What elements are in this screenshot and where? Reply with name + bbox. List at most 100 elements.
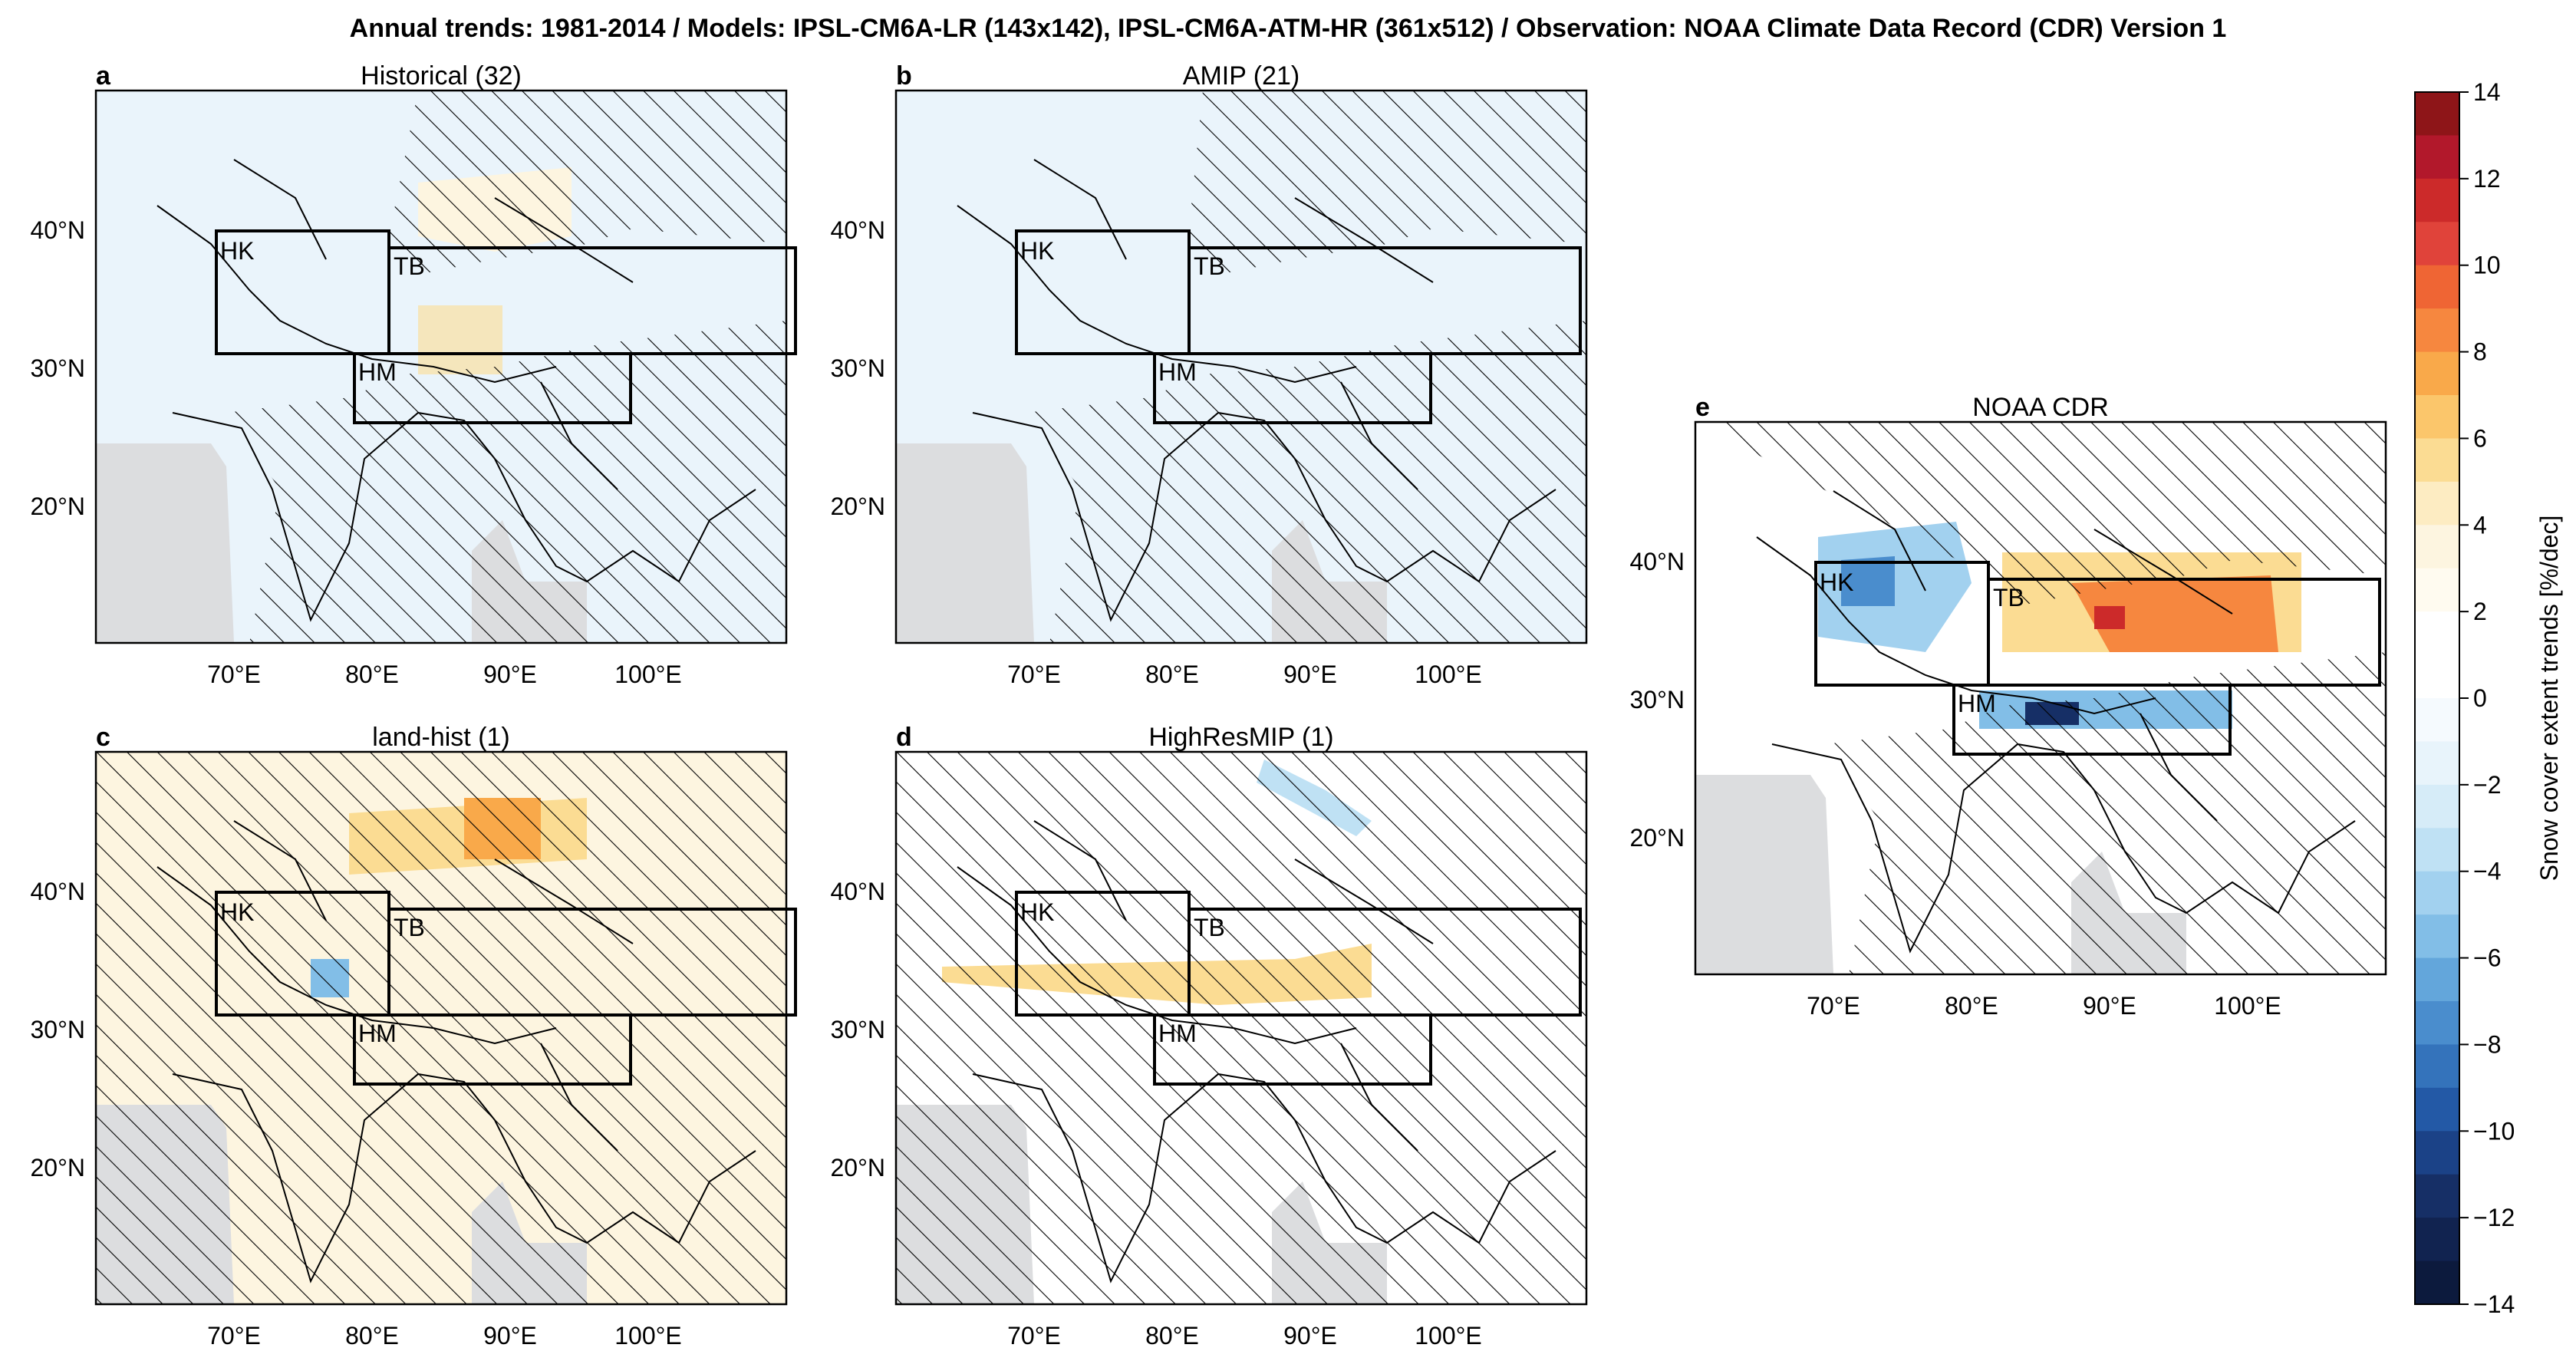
colorbar-swatch: [2415, 914, 2459, 959]
colorbar-swatch: [2415, 1218, 2459, 1262]
panel-b: HK TB HM b AMIP (21) 40°N 30°N 20°N 70°E…: [831, 61, 1588, 688]
panel-e-lat-20: 20°N: [1630, 824, 1685, 852]
colorbar-tick-label: 0: [2473, 684, 2487, 712]
panel-c-lon-90: 90°E: [483, 1322, 537, 1349]
panel-e-lon-100: 100°E: [2214, 992, 2281, 1020]
colorbar: 14 12 10 8 6 4 2 0 −2 −4 −6 −8 −10 −12 −14 Snow cover …: [2414, 78, 2563, 1318]
panel-c-region-hm: [353, 1013, 632, 1086]
panel-b-lat-20: 20°N: [831, 493, 886, 520]
colorbar-swatch: [2415, 1087, 2459, 1132]
colorbar-tick-label: −10: [2473, 1117, 2515, 1145]
panel-b-lat-40: 40°N: [831, 216, 886, 244]
colorbar-swatch: [2415, 784, 2459, 829]
panel-a-borders: [156, 159, 634, 490]
panel-c-frame: [94, 750, 788, 1306]
colorbar-swatch: [2415, 568, 2459, 612]
panel-b-lat-30: 30°N: [831, 354, 886, 382]
panel-c: HK TB HM c land-hist (1) 40°N 30°N 20°N …: [31, 723, 797, 1349]
panel-a-region-hm: [353, 352, 632, 424]
colorbar-swatch: [2415, 525, 2459, 569]
panel-d-coastline: [972, 1073, 1556, 1284]
colorbar-tick-label: −2: [2473, 771, 2501, 799]
panel-a-frame: [94, 89, 788, 644]
colorbar-swatch: [2415, 481, 2459, 526]
panel-d-lat-30: 30°N: [831, 1016, 886, 1043]
colorbar-tick-label: 12: [2473, 165, 2501, 193]
panel-c-title: land-hist (1): [372, 723, 510, 752]
panel-a-lon-100: 100°E: [614, 661, 682, 688]
colorbar-swatch: [2415, 222, 2459, 266]
colorbar-tick-label: 8: [2473, 338, 2487, 366]
panel-c-lat-40: 40°N: [31, 878, 86, 905]
panel-e-ocean-west: [1695, 775, 1833, 974]
panel-c-hatching: [96, 752, 786, 1304]
panel-a-label-tb: TB: [394, 252, 425, 280]
panel-e-lon-70: 70°E: [1807, 992, 1860, 1020]
panel-c-letter: c: [96, 723, 110, 752]
colorbar-swatch: [2415, 698, 2459, 742]
panel-e-label-tb: TB: [1993, 584, 2024, 611]
panel-e-title: NOAA CDR: [1972, 393, 2109, 422]
colorbar-swatch: [2415, 611, 2459, 656]
panel-e-label-hm: HM: [1958, 690, 1996, 717]
panel-e-label-hk: HK: [1820, 568, 1853, 596]
panel-d-label-tb: TB: [1194, 914, 1225, 941]
panel-c-label-hk: HK: [220, 898, 254, 926]
panel-d-label-hk: HK: [1020, 898, 1054, 926]
panel-d-lon-100: 100°E: [1415, 1322, 1482, 1349]
panel-d-frame: [894, 750, 1588, 1306]
panel-b-label-tb: TB: [1194, 252, 1225, 280]
panel-e-letter: e: [1695, 393, 1710, 422]
panel-e-lon-80: 80°E: [1945, 992, 1998, 1020]
panel-a-lat-30: 30°N: [31, 354, 86, 382]
panel-c-lon-100: 100°E: [614, 1322, 682, 1349]
panel-a-hatching: [226, 91, 786, 643]
panel-d-lat-20: 20°N: [831, 1154, 886, 1181]
colorbar-tick-label: 6: [2473, 424, 2487, 452]
colorbar-swatch: [2415, 135, 2459, 180]
panel-e-lat-40: 40°N: [1630, 548, 1685, 575]
panel-a-lon-70: 70°E: [207, 661, 261, 688]
colorbar-tick-label: −12: [2473, 1204, 2515, 1231]
panel-b-label-hm: HM: [1158, 358, 1197, 386]
colorbar-swatch: [2415, 92, 2459, 136]
panel-e-coastline: [1771, 743, 2356, 954]
panel-a-lat-40: 40°N: [31, 216, 86, 244]
panel-b-letter: b: [896, 61, 912, 91]
panel-b-label-hk: HK: [1020, 237, 1054, 265]
panel-e-region-hm: [1952, 684, 2232, 756]
panel-d-lat-40: 40°N: [831, 878, 886, 905]
colorbar-swatch: [2415, 1131, 2459, 1175]
panel-a-label-hk: HK: [220, 237, 254, 265]
panel-c-lat-20: 20°N: [31, 1154, 86, 1181]
panel-a-lat-20: 20°N: [31, 493, 86, 520]
panel-d-hatching: [896, 752, 1586, 1304]
colorbar-swatch: [2415, 741, 2459, 786]
panel-d-region-hm: [1153, 1013, 1432, 1086]
colorbar-swatch: [2415, 1001, 2459, 1045]
colorbar-label: Snow cover extent trends [%/dec]: [2535, 516, 2563, 882]
panel-b-borders: [957, 159, 1434, 490]
panel-a-label-hm: HM: [358, 358, 397, 386]
panel-c-coastline: [172, 1073, 756, 1284]
panel-e-lat-30: 30°N: [1630, 686, 1685, 713]
panel-e-orange-tb: [2071, 575, 2278, 652]
panel-d-title: HighResMIP (1): [1148, 723, 1333, 752]
panel-b-lon-70: 70°E: [1007, 661, 1061, 688]
colorbar-swatch: [2415, 1044, 2459, 1089]
panel-a-warm-patch-2: [418, 305, 502, 374]
panel-b-frame: [894, 89, 1588, 644]
panel-d-lon-70: 70°E: [1007, 1322, 1061, 1349]
panel-b-lon-100: 100°E: [1415, 661, 1482, 688]
panel-c-lon-70: 70°E: [207, 1322, 261, 1349]
colorbar-tick-label: −4: [2473, 858, 2501, 885]
colorbar-swatch: [2415, 438, 2459, 483]
panel-a-title: Historical (32): [361, 61, 522, 91]
panel-a-lon-90: 90°E: [483, 661, 537, 688]
panel-a-letter: a: [96, 61, 111, 91]
panel-c-label-hm: HM: [358, 1020, 397, 1047]
panel-e-borders: [1756, 490, 2233, 822]
colorbar-swatch: [2415, 178, 2459, 222]
panel-b-lon-90: 90°E: [1283, 661, 1337, 688]
